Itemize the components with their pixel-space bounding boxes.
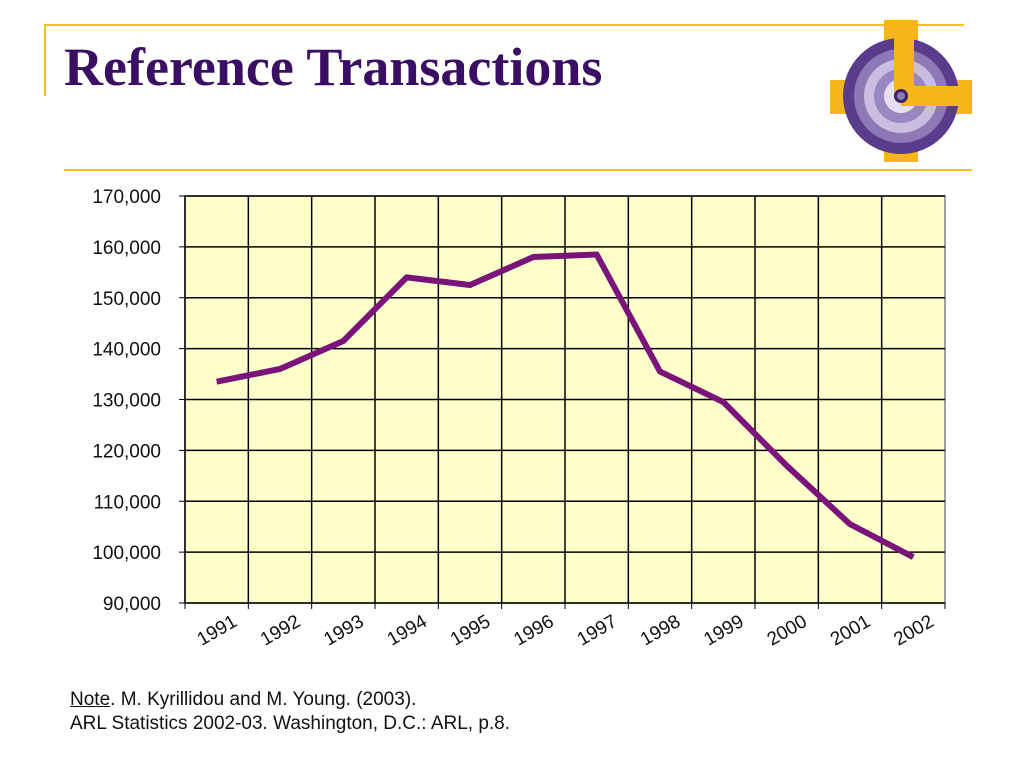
footnote: Note. M. Kyrillidou and M. Young. (2003)… (70, 688, 510, 736)
target-gear-logo-icon (830, 20, 972, 162)
x-tick-label: 1996 (510, 611, 557, 650)
y-tick-label: 140,000 (92, 340, 161, 361)
citation-text: . M. Kyrillidou and M. Young. (2003). (110, 689, 417, 710)
y-tick-label: 160,000 (92, 238, 161, 259)
x-tick-label: 1992 (257, 611, 304, 650)
y-tick-label: 150,000 (92, 289, 161, 310)
y-tick-label: 130,000 (92, 391, 161, 412)
slide-title: Reference Transactions (64, 37, 603, 97)
x-tick-label: 2000 (764, 611, 811, 650)
x-tick-label: 2001 (827, 611, 874, 650)
x-tick-label: 1997 (574, 611, 621, 650)
x-tick-label: 1993 (320, 611, 367, 650)
footnote-line-2: ARL Statistics 2002-03. Washington, D.C.… (70, 713, 511, 734)
x-tick-label: 1994 (384, 611, 431, 651)
series-line (216, 251, 915, 560)
x-tick-label: 2002 (890, 611, 937, 650)
title-bottom-rule (64, 169, 972, 171)
y-tick-label: 110,000 (94, 492, 161, 513)
x-tick-label: 1998 (637, 611, 684, 650)
y-tick-label: 120,000 (92, 441, 161, 462)
title-top-rule (44, 24, 964, 26)
x-tick-label: 1999 (700, 611, 747, 650)
footnote-line-1: Note. M. Kyrillidou and M. Young. (2003)… (70, 688, 510, 712)
note-label: Note (70, 689, 111, 710)
title-left-rule (44, 24, 46, 96)
x-tick-label: 1995 (447, 611, 494, 650)
x-tick-label: 1991 (194, 611, 241, 650)
y-tick-label: 100,000 (92, 543, 161, 564)
y-tick-label: 170,000 (92, 187, 161, 208)
y-tick-label: 90,000 (103, 594, 161, 615)
